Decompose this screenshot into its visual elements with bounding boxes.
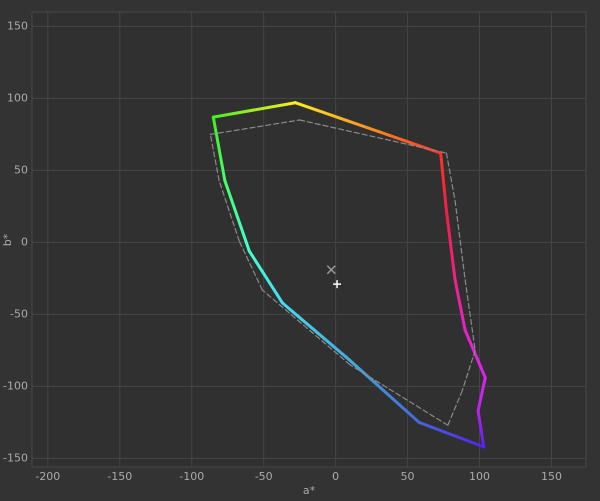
gamut-boundary (476, 409, 486, 449)
reference-boundary (464, 279, 476, 351)
reference-boundary (454, 200, 466, 281)
gamut-boundary (211, 115, 227, 182)
gamut-boundary (247, 249, 284, 305)
gamut-boundary (211, 101, 297, 119)
reference-boundary (349, 364, 449, 426)
x-tick-label: -50 (255, 470, 273, 483)
reference-boundary (299, 119, 448, 154)
plot-area (31, 11, 587, 468)
gamut-boundary (280, 301, 352, 362)
gamut-boundary (293, 101, 443, 155)
reference-boundary (445, 152, 456, 202)
x-tick-label: 50 (401, 470, 415, 483)
x-tick-label: -100 (179, 470, 204, 483)
reference-boundary (209, 133, 220, 182)
y-tick-label: 50 (14, 163, 28, 176)
reference-boundary (261, 289, 351, 366)
gamut-boundary (439, 151, 448, 213)
marker (326, 265, 336, 275)
gamut-boundary (453, 278, 467, 332)
gamut-boundary (463, 328, 487, 380)
y-axis-label: b* (1, 233, 14, 246)
y-tick-label: 100 (7, 91, 28, 104)
y-tick-label: -50 (10, 307, 28, 320)
y-tick-label: -150 (3, 451, 28, 464)
y-tick-label: 150 (7, 19, 28, 32)
gamut-boundary (476, 376, 487, 413)
x-tick-label: 0 (332, 470, 339, 483)
y-tick-label: 0 (21, 235, 28, 248)
reference-boundary (447, 390, 463, 426)
reference-boundary (238, 240, 263, 291)
reference-boundary (209, 119, 301, 135)
y-tick-label: -100 (3, 379, 28, 392)
reference-boundary (218, 179, 240, 242)
x-axis-label: a* (303, 484, 316, 497)
x-tick-label: 150 (541, 470, 562, 483)
gamut-boundary (417, 420, 486, 449)
gamut-boundary (348, 358, 421, 424)
gamut-boundary (444, 209, 457, 282)
marker (333, 280, 342, 289)
reference-boundary (461, 349, 476, 392)
marker-stroke (326, 265, 336, 275)
x-tick-label: 100 (469, 470, 490, 483)
gamut-boundary (223, 178, 251, 253)
x-tick-label: -200 (35, 470, 60, 483)
x-tick-label: -150 (107, 470, 132, 483)
